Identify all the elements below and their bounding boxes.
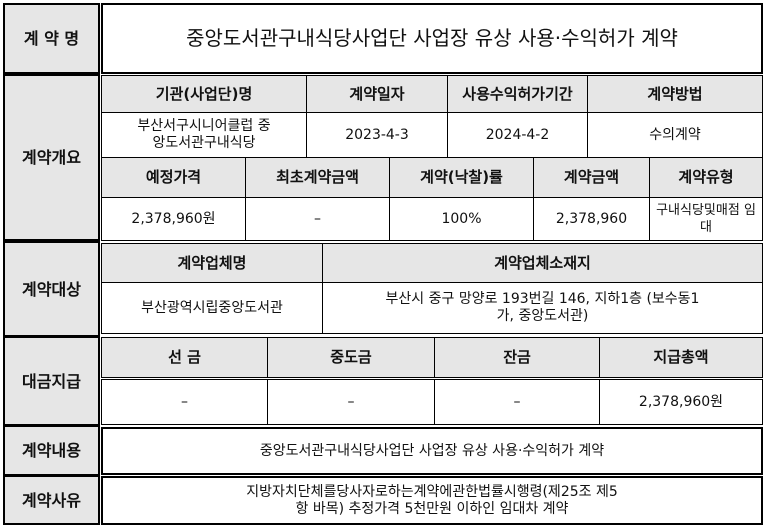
total-header: 지급총액 bbox=[599, 337, 763, 378]
balance-value: – bbox=[434, 379, 600, 425]
total-value: 2,378,960원 bbox=[599, 379, 763, 425]
content-value: 중앙도서관구내식당사업단 사업장 유상 사용·수익허가 계약 bbox=[101, 427, 763, 475]
method-header: 계약방법 bbox=[587, 75, 763, 113]
payment-label: 대금지급 bbox=[3, 336, 100, 426]
company-name-value: 부산광역시립중앙도서관 bbox=[101, 282, 323, 334]
estimated-price-header: 예정가격 bbox=[101, 157, 246, 198]
contract-date-header: 계약일자 bbox=[306, 75, 448, 113]
contract-date-value: 2023-4-3 bbox=[306, 112, 448, 158]
rate-header: 계약(낙찰)률 bbox=[389, 157, 534, 198]
balance-header: 잔금 bbox=[434, 337, 600, 378]
interim-value: – bbox=[267, 379, 435, 425]
reason-value: 지방자치단체를당사자로하는계약에관한법률시행령(제25조 제5항 바목) 추정가… bbox=[101, 476, 763, 525]
method-value: 수의계약 bbox=[587, 112, 763, 158]
company-address-header: 계약업체소재지 bbox=[322, 243, 763, 283]
interim-header: 중도금 bbox=[267, 337, 435, 378]
company-name-header: 계약업체명 bbox=[101, 243, 323, 283]
contract-amount-value: 2,378,960 bbox=[533, 197, 650, 241]
content-label: 계약내용 bbox=[3, 425, 100, 476]
reason-label: 계약사유 bbox=[3, 475, 100, 525]
contract-name-value: 중앙도서관구내식당사업단 사업장 유상 사용·수익허가 계약 bbox=[101, 3, 763, 74]
contract-name-label: 계 약 명 bbox=[3, 3, 100, 74]
overview-label: 계약개요 bbox=[3, 74, 100, 241]
estimated-price-value: 2,378,960원 bbox=[101, 197, 246, 241]
initial-amount-header: 최초계약금액 bbox=[245, 157, 390, 198]
target-label: 계약대상 bbox=[3, 241, 100, 337]
contract-type-header: 계약유형 bbox=[649, 157, 763, 198]
advance-value: – bbox=[101, 379, 268, 425]
org-name-value: 부산서구시니어클럽 중앙도서관구내식당 bbox=[101, 112, 307, 158]
initial-amount-value: – bbox=[245, 197, 390, 241]
rate-value: 100% bbox=[389, 197, 534, 241]
org-name-header: 기관(사업단)명 bbox=[101, 75, 307, 113]
contract-amount-header: 계약금액 bbox=[533, 157, 650, 198]
contract-type-value: 구내식당및매점 임대 bbox=[649, 197, 763, 241]
period-value: 2024-4-2 bbox=[447, 112, 588, 158]
company-address-value: 부산시 중구 망양로 193번길 146, 지하1층 (보수동1가, 중앙도서관… bbox=[322, 282, 763, 334]
advance-header: 선 금 bbox=[101, 337, 268, 378]
period-header: 사용수익허가기간 bbox=[447, 75, 588, 113]
